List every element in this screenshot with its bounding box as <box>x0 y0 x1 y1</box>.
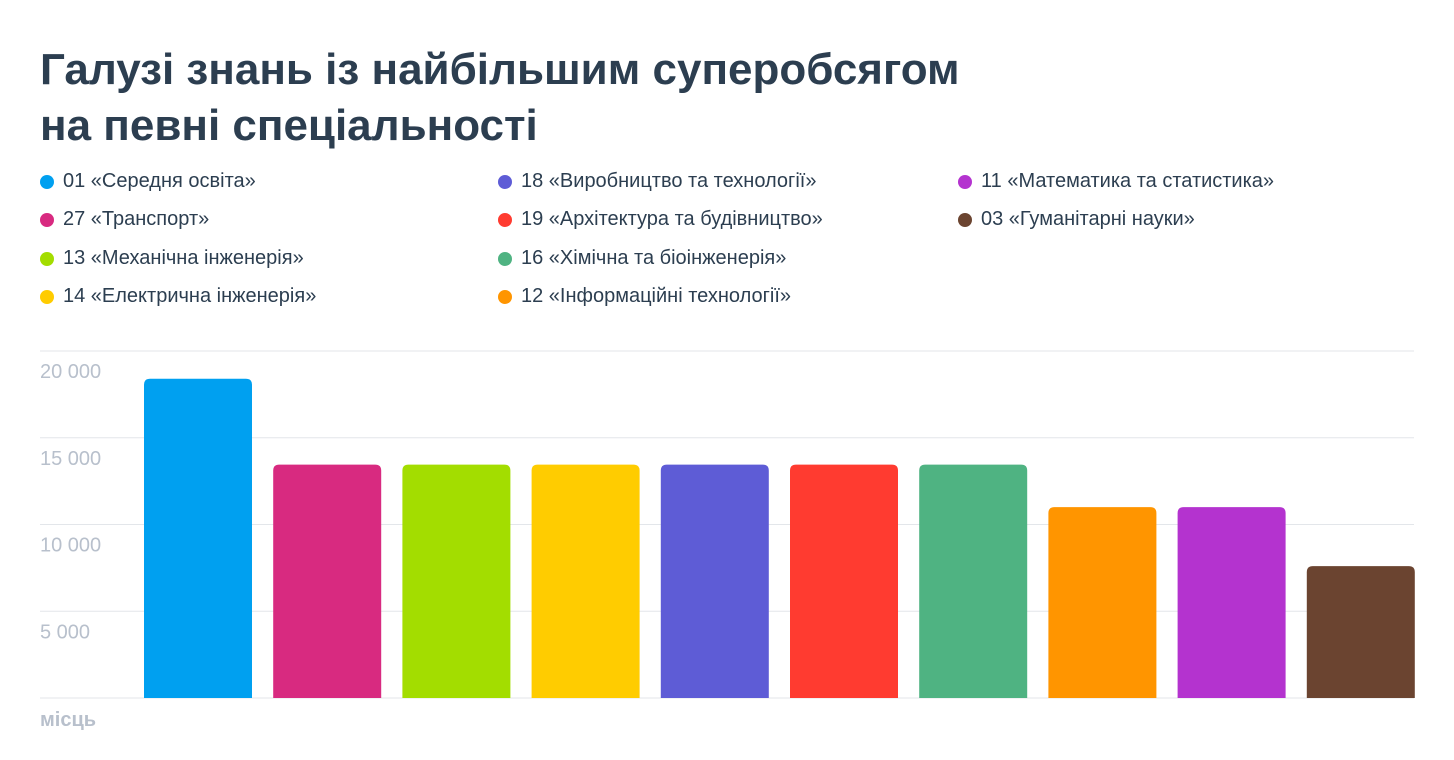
y-axis-label: місць <box>40 709 96 731</box>
legend-label: 13 «Механічна інженерія» <box>63 247 304 269</box>
bar <box>144 378 252 698</box>
legend-item: 16 «Хімічна та біоінженерія» <box>498 247 786 270</box>
legend-label: 14 «Електрична інженерія» <box>63 285 317 307</box>
bar <box>660 464 769 698</box>
chart-title-line-1: Галузі знань із найбільшим суперобсягом <box>40 45 960 94</box>
chart-title: Галузі знань із найбільшим суперобсягом … <box>40 42 1240 154</box>
legend-label: 01 «Середня освіта» <box>63 170 256 192</box>
legend-swatch <box>40 212 54 227</box>
legend-swatch <box>498 174 512 189</box>
legend-item: 27 «Транспорт» <box>40 208 209 231</box>
chart-legend: 01 «Середня освіта» 27 «Транспорт» 13 «Мех… <box>40 170 1440 330</box>
legend-swatch <box>958 174 972 189</box>
legend-label: 19 «Архітектура та будівництво» <box>521 208 823 230</box>
legend-item: 13 «Механічна інженерія» <box>40 247 304 270</box>
legend-label: 16 «Хімічна та біоінженерія» <box>521 247 787 269</box>
legend-swatch <box>958 212 972 227</box>
bar <box>273 464 382 698</box>
y-tick-label: 10 000 <box>40 535 101 557</box>
bar <box>1177 507 1286 698</box>
legend-swatch <box>40 251 54 266</box>
legend-swatch <box>498 212 512 227</box>
y-tick-label: 20 000 <box>40 361 101 383</box>
chart-title-line-2: на певні спеціальності <box>40 101 538 150</box>
legend-item: 14 «Електрична інженерія» <box>40 285 316 308</box>
legend-swatch <box>498 289 512 304</box>
legend-label: 27 «Транспорт» <box>63 208 210 230</box>
legend-swatch <box>40 289 54 304</box>
legend-item: 18 «Виробництво та технології» <box>498 170 816 193</box>
bar <box>402 464 511 698</box>
legend-item: 01 «Середня освіта» <box>40 170 256 193</box>
bar <box>919 464 1028 698</box>
bar <box>531 464 640 698</box>
legend-item: 11 «Математика та статистика» <box>958 170 1274 193</box>
y-tick-label: 5 000 <box>40 621 90 643</box>
bar <box>790 464 898 698</box>
legend-swatch <box>40 174 54 189</box>
legend-label: 12 «Інформаційні технології» <box>521 285 791 307</box>
y-tick-label: 15 000 <box>40 448 101 470</box>
legend-item: 03 «Гуманітарні науки» <box>958 208 1195 231</box>
legend-label: 03 «Гуманітарні науки» <box>981 208 1195 230</box>
bar <box>1048 507 1157 698</box>
legend-item: 19 «Архітектура та будівництво» <box>498 208 823 231</box>
legend-swatch <box>498 251 512 266</box>
legend-label: 11 «Математика та статистика» <box>981 170 1275 192</box>
bar <box>1306 566 1415 698</box>
legend-item: 12 «Інформаційні технології» <box>498 285 791 308</box>
legend-label: 18 «Виробництво та технології» <box>521 170 817 192</box>
